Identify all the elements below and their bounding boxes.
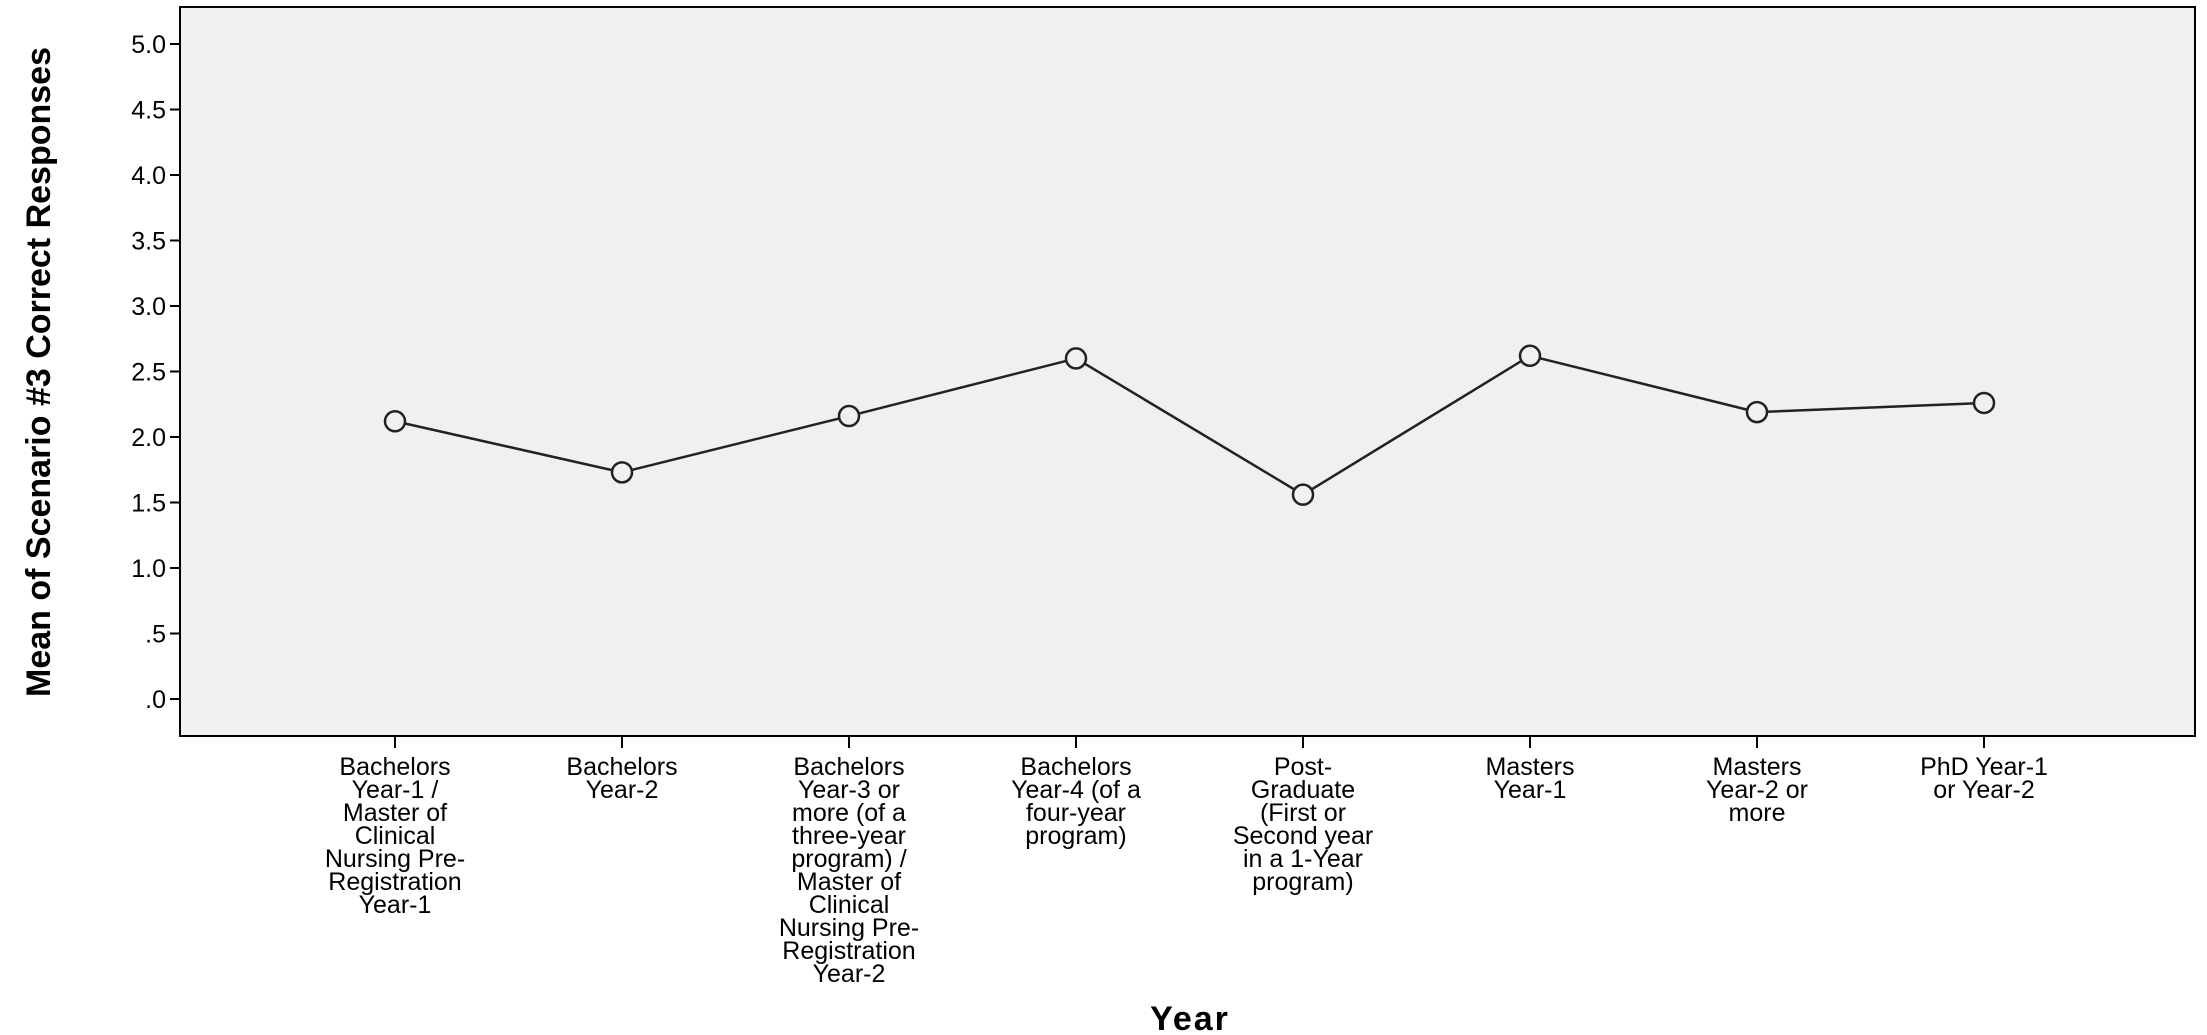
data-point <box>1064 347 1088 370</box>
y-tick-label: 4.0 <box>131 162 166 190</box>
y-tick-label: .5 <box>145 621 166 649</box>
plot-area <box>179 6 2196 737</box>
x-tick-label: Bachelors Year-1 /Master of Clinical Nursin… <box>325 753 465 919</box>
x-tick-label: PhD Year-1 or Year-2 <box>1920 753 2048 804</box>
x-tick-label: Bachelors Year-4 (of a four-year program) <box>1011 753 1141 850</box>
data-point <box>1972 391 1996 415</box>
data-point <box>1291 483 1315 506</box>
y-tick-label: 1.0 <box>131 555 166 583</box>
data-point <box>383 410 407 433</box>
y-tick-label: 2.5 <box>131 359 166 387</box>
y-tick-label: .0 <box>145 686 166 714</box>
y-tick-label: 3.0 <box>131 293 166 321</box>
x-tick-label: Bachelors Year-3 or more (of a three-year pr… <box>779 753 919 988</box>
data-point <box>837 404 861 428</box>
y-tick-label: 2.0 <box>131 424 166 452</box>
x-tick-label: Masters Year-1 <box>1486 753 1575 804</box>
series-line <box>394 354 1985 496</box>
y-tick-label: 4.5 <box>131 97 166 125</box>
y-axis-title: Mean of Scenario #3 Correct Responses <box>20 47 58 697</box>
data-point <box>1518 344 1542 368</box>
y-tick-label: 1.5 <box>131 490 166 518</box>
data-point <box>1745 400 1769 424</box>
y-tick-label: 3.5 <box>131 228 166 256</box>
data-point <box>610 461 634 484</box>
x-tick-label: Post-Graduate (First or Second year in a 1-… <box>1233 753 1373 896</box>
x-tick-label: Bachelors Year-2 <box>566 753 677 804</box>
y-tick-label: 5.0 <box>131 31 166 59</box>
x-axis-title: Year <box>1150 1000 1230 1035</box>
x-tick-label: Masters Year-2 or more <box>1706 753 1808 827</box>
